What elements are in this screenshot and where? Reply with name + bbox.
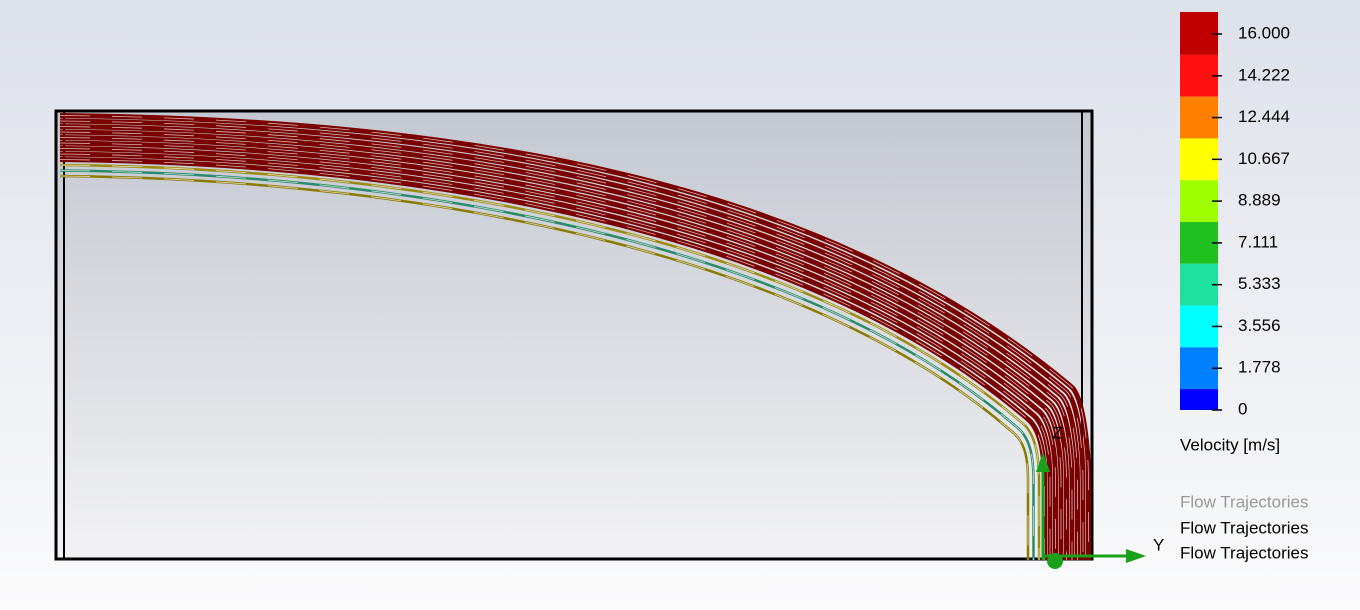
colorbar-tick-label: 3.556 (1238, 316, 1281, 335)
colorbar-tick-label: 7.111 (1238, 232, 1278, 251)
colorbar-tick-label: 0 (1238, 399, 1247, 418)
colorbar-tick-label: 12.444 (1238, 107, 1290, 126)
triad-origin (1047, 553, 1063, 569)
triad-label: Z (1052, 423, 1062, 442)
legend-title: Velocity [m/s] (1180, 435, 1280, 454)
colorbar-tick-label: 5.333 (1238, 274, 1281, 293)
colorbar-tick-label: 16.000 (1238, 23, 1290, 42)
colorbar-tick-label: 1.778 (1238, 358, 1281, 377)
label: Flow Trajectories (1180, 543, 1308, 562)
colorbar-tick-label: 8.889 (1238, 191, 1281, 210)
colorbar-segment (1180, 389, 1218, 410)
colorbar-tick-label: 14.222 (1238, 65, 1290, 84)
colorbar-tick-label: 10.667 (1238, 149, 1290, 168)
triad-label: Y (1153, 535, 1164, 554)
label: Flow Trajectories (1180, 518, 1308, 537)
page: Z Y 16.000 14.222 12.444 10.667 8.889 7.111 5.… (0, 0, 1360, 610)
viewport: Z Y 16.000 14.222 12.444 10.667 8.889 7.111 5.… (0, 0, 1360, 610)
label: Flow Trajectories (1180, 492, 1308, 511)
